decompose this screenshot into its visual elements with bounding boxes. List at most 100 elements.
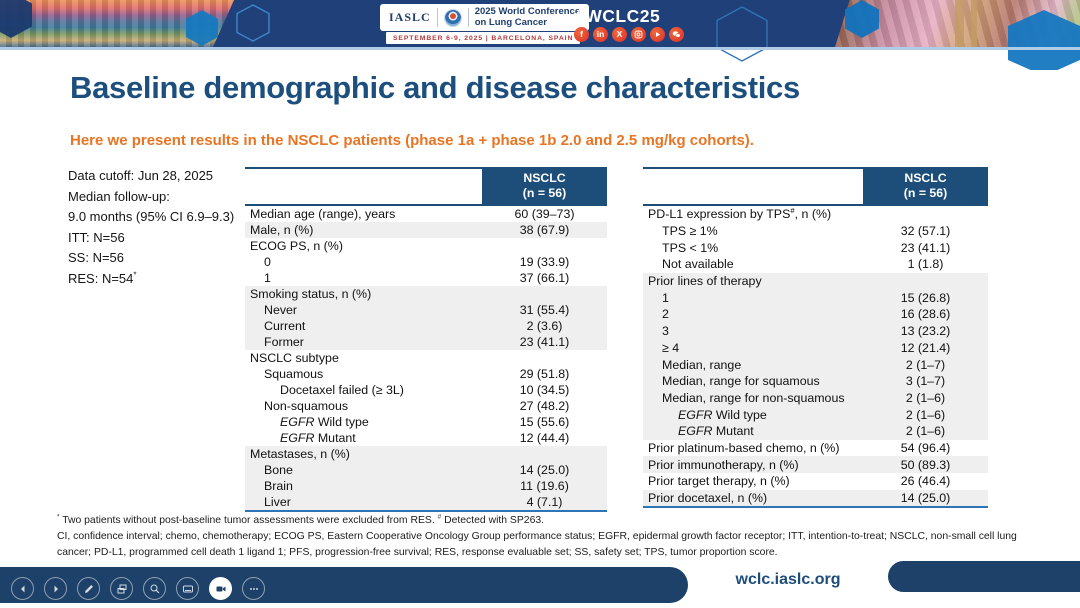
pen-icon[interactable] bbox=[77, 577, 100, 600]
cohort-name: NSCLC bbox=[904, 171, 947, 185]
zoom-icon[interactable] bbox=[143, 577, 166, 600]
row-label: Male, n (%) bbox=[250, 223, 314, 237]
wclc-logo-box: IASLC 2025 World Conference on Lung Canc… bbox=[380, 4, 590, 31]
next-slide-icon[interactable] bbox=[44, 577, 67, 600]
table-header-value-cell: NSCLC (n = 56) bbox=[482, 169, 607, 204]
row-label: Never bbox=[264, 303, 298, 317]
spire-decoration bbox=[971, 0, 977, 47]
row-label: EGFR Mutant bbox=[678, 424, 754, 439]
row-label: Prior lines of therapy bbox=[648, 274, 762, 289]
row-value: 11 (19.6) bbox=[520, 479, 569, 493]
camera-icon[interactable] bbox=[209, 577, 232, 600]
instagram-icon[interactable] bbox=[631, 27, 646, 42]
row-label: Current bbox=[264, 319, 306, 333]
row-label: Median, range bbox=[662, 357, 742, 372]
table-row: Prior docetaxel, n (%) 14 (25.0) bbox=[643, 489, 988, 507]
row-label: 0 bbox=[264, 255, 271, 269]
table-row: Liver 4 (7.1) bbox=[245, 494, 607, 510]
previous-slide-icon[interactable] bbox=[11, 577, 34, 600]
row-label: Former bbox=[264, 335, 304, 349]
table-row: Current 2 (3.6) bbox=[245, 318, 607, 334]
table-row: Smoking status, n (%) bbox=[245, 286, 607, 302]
row-label: 3 bbox=[662, 324, 669, 339]
row-value: 14 (25.0) bbox=[900, 491, 951, 506]
footer-pill-decoration bbox=[888, 561, 1080, 592]
table-row: Median age (range), years 60 (39–73) bbox=[245, 206, 607, 222]
slides-icon[interactable] bbox=[110, 577, 133, 600]
row-value: 2 (3.6) bbox=[526, 319, 563, 333]
social-icons-row: f in X bbox=[574, 27, 684, 42]
captions-icon[interactable] bbox=[176, 577, 199, 600]
row-label: 1 bbox=[264, 271, 271, 285]
conference-date-location: SEPTEMBER 6-9, 2025 | BARCELONA, SPAIN bbox=[386, 32, 581, 44]
row-value: 31 (55.4) bbox=[519, 303, 570, 317]
study-info-panel: Data cutoff: Jun 28, 2025 Median follow-u… bbox=[68, 166, 234, 289]
table-row: Squamous 29 (51.8) bbox=[245, 366, 607, 382]
hexagon-decoration bbox=[845, 0, 879, 38]
row-label: PD-L1 expression by TPS#, n (%) bbox=[648, 207, 832, 222]
baseline-characteristics-table-left: NSCLC (n = 56) Median age (range), years… bbox=[245, 167, 607, 512]
row-label: Squamous bbox=[264, 367, 324, 381]
table-body: PD-L1 expression by TPS#, n (%) TPS ≥ 1% 3… bbox=[643, 206, 988, 509]
table-row: 3 13 (23.2) bbox=[643, 322, 988, 340]
table-header-value-cell: NSCLC (n = 56) bbox=[863, 169, 988, 204]
footnote-line: * Two patients without post-baseline tum… bbox=[57, 513, 545, 526]
row-value: 1 (1.8) bbox=[907, 257, 944, 272]
row-label: EGFR Wild type bbox=[678, 407, 767, 422]
row-label: Prior platinum-based chemo, n (%) bbox=[648, 440, 840, 455]
row-label: ECOG PS, n (%) bbox=[250, 239, 343, 253]
logo-divider bbox=[467, 8, 469, 27]
table-row: TPS ≥ 1% 32 (57.1) bbox=[643, 223, 988, 240]
slide-title: Baseline demographic and disease charact… bbox=[70, 70, 800, 105]
footnote-line: CI, confidence interval; chemo, chemothe… bbox=[57, 531, 1017, 559]
row-label: Median age (range), years bbox=[250, 207, 396, 221]
row-label: 1 bbox=[662, 290, 669, 305]
row-label: Docetaxel failed (≥ 3L) bbox=[280, 383, 404, 397]
table-row: TPS < 1% 23 (41.1) bbox=[643, 239, 988, 256]
baseline-characteristics-table-right: NSCLC (n = 56) PD-L1 expression by TPS#,… bbox=[643, 167, 988, 509]
row-value: 32 (57.1) bbox=[900, 224, 951, 239]
row-label: Median, range for non-squamous bbox=[662, 390, 845, 405]
row-label: Prior docetaxel, n (%) bbox=[648, 491, 768, 506]
table-row: Prior platinum-based chemo, n (%) 54 (96.… bbox=[643, 440, 988, 457]
row-value: 54 (96.4) bbox=[900, 440, 951, 455]
row-value: 14 (25.0) bbox=[519, 463, 570, 477]
row-label: 2 bbox=[662, 307, 669, 322]
row-value: 29 (51.8) bbox=[519, 367, 570, 381]
table-row: ≥ 4 12 (21.4) bbox=[643, 339, 988, 357]
row-value: 19 (33.9) bbox=[519, 255, 570, 269]
row-value: 12 (44.4) bbox=[519, 431, 570, 445]
row-label: Not available bbox=[662, 257, 734, 272]
row-value: 3 (1–7) bbox=[905, 374, 946, 389]
table-row: ECOG PS, n (%) bbox=[245, 238, 607, 254]
x-icon[interactable]: X bbox=[612, 27, 627, 42]
table-row: Never 31 (55.4) bbox=[245, 302, 607, 318]
table-row: Brain 11 (19.6) bbox=[245, 478, 607, 494]
linkedin-icon[interactable]: in bbox=[593, 27, 608, 42]
row-value: 23 (41.1) bbox=[900, 240, 951, 255]
slide-subtitle: Here we present results in the NSCLC pat… bbox=[70, 132, 754, 149]
row-value: 26 (46.4) bbox=[900, 474, 951, 489]
youtube-icon[interactable] bbox=[650, 27, 665, 42]
facebook-icon[interactable]: f bbox=[574, 27, 589, 42]
table-row: Docetaxel failed (≥ 3L) 10 (34.5) bbox=[245, 382, 607, 398]
row-label: Non-squamous bbox=[264, 399, 349, 413]
presentation-toolbar bbox=[11, 577, 265, 600]
conference-name-line1: 2025 World Conference bbox=[474, 5, 581, 17]
row-value: 37 (66.1) bbox=[519, 271, 570, 285]
cohort-n: (n = 56) bbox=[903, 186, 948, 200]
row-label: Prior target therapy, n (%) bbox=[648, 474, 790, 489]
conference-name: 2025 World Conference on Lung Cancer bbox=[474, 5, 581, 29]
table-row: Median, range 2 (1–7) bbox=[643, 356, 988, 373]
info-line: Median follow-up: bbox=[68, 188, 170, 204]
hexagon-decoration bbox=[236, 4, 270, 42]
row-label: Bone bbox=[264, 463, 293, 477]
row-label: Brain bbox=[264, 479, 293, 493]
table-row: Prior lines of therapy bbox=[643, 272, 988, 290]
wechat-icon[interactable] bbox=[669, 27, 684, 42]
row-value: 2 (1–6) bbox=[905, 424, 946, 439]
row-value: 12 (21.4) bbox=[900, 340, 951, 355]
more-icon[interactable] bbox=[242, 577, 265, 600]
row-label: Median, range for squamous bbox=[662, 374, 820, 389]
cohort-n: (n = 56) bbox=[522, 186, 567, 200]
